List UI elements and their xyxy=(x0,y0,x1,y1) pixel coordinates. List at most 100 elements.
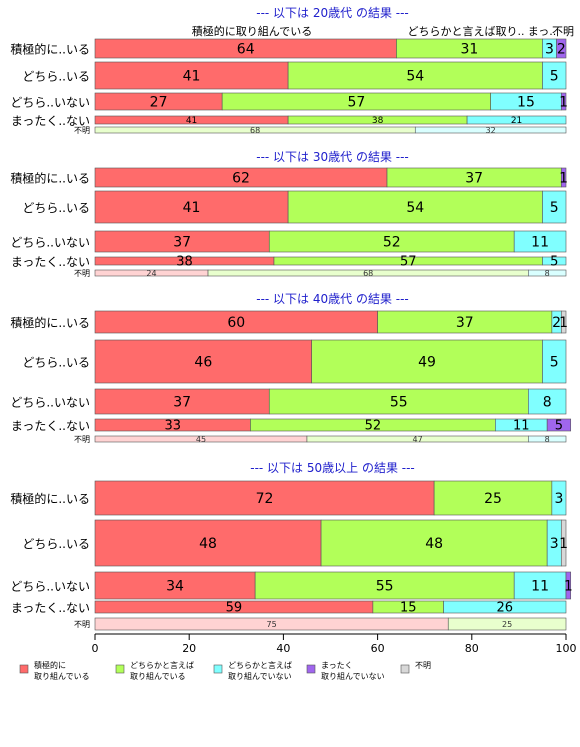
data-label: 25 xyxy=(484,491,502,507)
bar-segment xyxy=(542,61,567,90)
bar-segment xyxy=(565,571,572,600)
category-header-label: どちらかと言えば取り.. xyxy=(408,25,525,38)
row-label: どちら..いない xyxy=(10,96,90,110)
data-label: 1 xyxy=(559,95,568,111)
group-title: --- 以下は 50歳以上 の結果 --- xyxy=(250,461,415,475)
data-label: 52 xyxy=(383,235,401,251)
data-label: 75 xyxy=(267,620,277,629)
data-label: 72 xyxy=(256,491,274,507)
data-label: 11 xyxy=(531,235,549,251)
data-label: 68 xyxy=(250,126,260,135)
data-label: 5 xyxy=(550,355,559,371)
bar-segment xyxy=(560,92,567,111)
bar-segment xyxy=(94,339,312,384)
bar-segment xyxy=(513,571,567,600)
bar-segment xyxy=(94,519,322,567)
data-label: 38 xyxy=(372,116,384,126)
data-label: 62 xyxy=(232,171,250,187)
bar-segment xyxy=(447,617,567,631)
group-title: --- 以下は 30歳代 の結果 --- xyxy=(256,150,409,164)
row-label: どちら..いない xyxy=(10,236,90,250)
bar-segment xyxy=(254,571,515,600)
x-tick-label: 80 xyxy=(465,642,479,655)
bar-segment xyxy=(268,388,529,415)
legend-label: 取り組んでいる xyxy=(34,671,90,681)
bar-segment xyxy=(556,38,567,59)
row-label: まったく..ない xyxy=(11,114,90,128)
legend-swatch xyxy=(115,664,125,674)
data-label: 41 xyxy=(183,69,201,85)
x-tick-label: 0 xyxy=(92,642,99,655)
data-label: 64 xyxy=(237,42,255,58)
row-label: 不明 xyxy=(74,126,90,135)
data-label: 41 xyxy=(186,116,197,126)
data-label: 3 xyxy=(554,491,563,507)
bar-segment xyxy=(551,480,567,516)
row-label: 積極的に..いる xyxy=(10,491,90,506)
row-label: まったく..ない xyxy=(11,419,90,433)
row-label: 不明 xyxy=(74,620,90,629)
data-label: 33 xyxy=(164,419,181,434)
row-label: どちら..いない xyxy=(10,580,90,594)
category-header-label: 積極的に取り組んでいる xyxy=(192,24,312,38)
row-label: どちら..いる xyxy=(22,70,90,84)
legend-label: 不明 xyxy=(415,661,431,670)
legend-label: 取り組んでいる xyxy=(130,671,186,681)
data-label: 57 xyxy=(347,95,365,111)
data-label: 68 xyxy=(363,269,373,278)
bar-segment xyxy=(320,519,548,567)
legend-swatch xyxy=(400,664,410,674)
legend-label: どちらかと言えば xyxy=(130,660,194,670)
bar-segment xyxy=(528,435,567,443)
data-label: 21 xyxy=(511,116,522,126)
data-label: 37 xyxy=(456,315,474,331)
row-label: 積極的に..いる xyxy=(10,42,90,57)
data-label: 8 xyxy=(545,269,550,278)
data-label: 5 xyxy=(550,69,559,85)
data-label: 24 xyxy=(146,269,156,278)
data-label: 60 xyxy=(227,315,245,331)
row-label: どちら..いる xyxy=(22,356,90,370)
data-label: 55 xyxy=(390,395,408,411)
bar-segment xyxy=(94,190,289,224)
bar-segment xyxy=(528,388,567,415)
data-label: 1 xyxy=(559,171,568,187)
data-label: 48 xyxy=(199,536,217,552)
data-label: 38 xyxy=(176,255,193,270)
data-label: 52 xyxy=(365,419,382,434)
data-label: 48 xyxy=(425,536,443,552)
data-label: 11 xyxy=(513,419,530,434)
data-label: 15 xyxy=(400,601,417,616)
data-label: 3 xyxy=(545,42,554,58)
data-label: 55 xyxy=(376,579,394,595)
bar-segment xyxy=(94,388,270,415)
data-label: 5 xyxy=(550,200,559,216)
bar-segment xyxy=(528,269,567,277)
bar-segment xyxy=(542,256,567,266)
data-label: 5 xyxy=(550,255,558,270)
category-header-label: まっ.. xyxy=(528,25,557,38)
row-label: 積極的に..いる xyxy=(10,171,90,186)
bar-segment xyxy=(414,126,567,134)
bar-segment xyxy=(542,339,567,384)
row-label: どちら..いる xyxy=(22,537,90,551)
data-label: 11 xyxy=(531,579,549,595)
legend-swatch xyxy=(19,664,29,674)
legend-label: 取り組んでいない xyxy=(228,671,292,681)
data-label: 1 xyxy=(564,579,573,595)
data-label: 2 xyxy=(557,42,566,58)
row-label: 積極的に..いる xyxy=(10,315,90,330)
data-label: 15 xyxy=(517,95,535,111)
bar-segment xyxy=(466,115,567,125)
data-label: 32 xyxy=(486,126,496,135)
data-label: 37 xyxy=(173,395,191,411)
legend-label: まったく xyxy=(321,661,353,670)
bar-segment xyxy=(94,571,256,600)
data-label: 26 xyxy=(496,601,513,616)
row-label: どちら..いない xyxy=(10,396,90,410)
x-tick-label: 60 xyxy=(371,642,385,655)
data-label: 34 xyxy=(166,579,184,595)
group-title: --- 以下は 40歳代 の結果 --- xyxy=(256,292,409,306)
legend-label: 取り組んでいない xyxy=(321,671,385,681)
